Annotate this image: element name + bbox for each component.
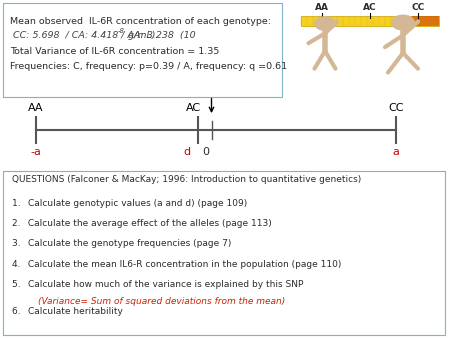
- Text: 6.  Calculate heritability: 6. Calculate heritability: [12, 307, 123, 316]
- Text: Mean observed  IL-6R concentration of each genotype:: Mean observed IL-6R concentration of eac…: [10, 17, 271, 26]
- Text: 3.  Calculate the genotype frequencies (page 7): 3. Calculate the genotype frequencies (p…: [12, 239, 231, 248]
- Text: (Variance= Sum of squared deviations from the mean): (Variance= Sum of squared deviations fro…: [38, 297, 285, 306]
- Text: 2a: 2a: [208, 176, 224, 189]
- Text: a: a: [392, 147, 400, 157]
- Text: 4.  Calculate the mean IL6-R concentration in the population (page 110): 4. Calculate the mean IL6-R concentratio…: [12, 260, 342, 269]
- Text: -a: -a: [31, 147, 41, 157]
- Circle shape: [392, 15, 414, 30]
- Text: CC: CC: [411, 3, 425, 12]
- Text: CC: CC: [388, 103, 404, 113]
- Text: -8: -8: [117, 28, 125, 34]
- Text: AC: AC: [186, 103, 201, 113]
- Text: g/mL): g/mL): [125, 31, 156, 40]
- Bar: [301, 16, 439, 26]
- Circle shape: [315, 17, 335, 30]
- Bar: [412, 16, 439, 26]
- Text: Frequencies: C, frequency: p=0.39 / A, frequency: q =0.61: Frequencies: C, frequency: p=0.39 / A, f…: [10, 62, 288, 71]
- FancyBboxPatch shape: [3, 171, 445, 335]
- Text: AA: AA: [28, 103, 44, 113]
- Text: 2.  Calculate the average effect of the alleles (page 113): 2. Calculate the average effect of the a…: [12, 219, 272, 228]
- Text: 5.  Calculate how much of the variance is explained by this SNP: 5. Calculate how much of the variance is…: [12, 280, 303, 289]
- Text: CC: 5.698  / CA: 4.418 / AA: 3.238  (10: CC: 5.698 / CA: 4.418 / AA: 3.238 (10: [10, 31, 196, 40]
- Text: d: d: [183, 147, 190, 157]
- Text: AC: AC: [363, 3, 377, 12]
- Text: AA: AA: [315, 3, 329, 12]
- Text: 0: 0: [202, 147, 210, 157]
- Text: QUESTIONS (Falconer & MacKay; 1996: Introduction to quantitative genetics): QUESTIONS (Falconer & MacKay; 1996: Intr…: [12, 175, 361, 184]
- Text: 1.  Calculate genotypic values (a and d) (page 109): 1. Calculate genotypic values (a and d) …: [12, 199, 248, 208]
- Text: Total Variance of IL-6R concentration = 1.35: Total Variance of IL-6R concentration = …: [10, 47, 220, 56]
- Text: mean: mean: [216, 78, 244, 88]
